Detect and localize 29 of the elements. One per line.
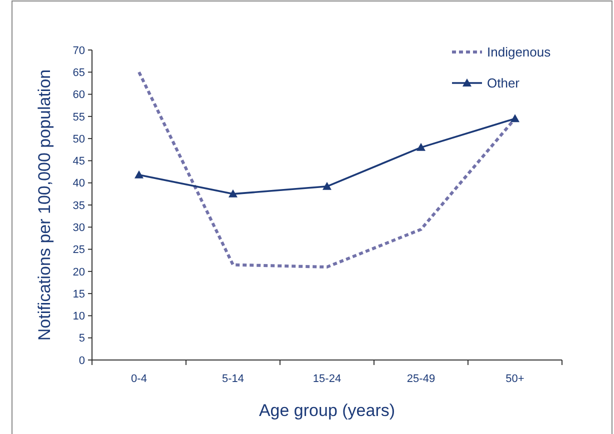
y-tick-label: 0 (78, 354, 85, 367)
y-tick-label: 35 (72, 200, 85, 212)
x-tick-label: 25-49 (406, 373, 436, 385)
legend-label: Indigenous (487, 44, 552, 60)
y-tick-label: 10 (72, 310, 85, 323)
point (510, 114, 520, 122)
x-tick-label: 0-4 (131, 373, 147, 385)
y-tick-label: 50 (72, 133, 85, 146)
x-tick-label: 50+ (506, 373, 524, 385)
y-tick-label: 20 (72, 266, 85, 278)
x-tick-label: 5-14 (222, 373, 244, 385)
point (322, 182, 332, 190)
y-tick-label: 15 (72, 288, 85, 300)
y-tick-label: 55 (72, 111, 85, 124)
y-tick-label: 65 (72, 66, 85, 79)
legend-label: Other (487, 76, 520, 91)
y-axis-title: Notifications per 100,000 population (35, 69, 54, 341)
y-tick-label: 25 (72, 244, 85, 256)
x-tick-label: 15-24 (312, 373, 342, 385)
point (134, 170, 144, 178)
y-tick-label: 40 (72, 178, 85, 190)
y-tick-label: 5 (78, 332, 85, 345)
y-tick-label: 70 (72, 44, 85, 57)
y-tick-label: 45 (72, 156, 85, 168)
point (416, 142, 426, 151)
point (228, 189, 238, 198)
x-axis-title: Age group (years) (258, 401, 396, 420)
y-tick-label: 30 (72, 222, 85, 234)
y-tick-label: 60 (72, 89, 85, 102)
